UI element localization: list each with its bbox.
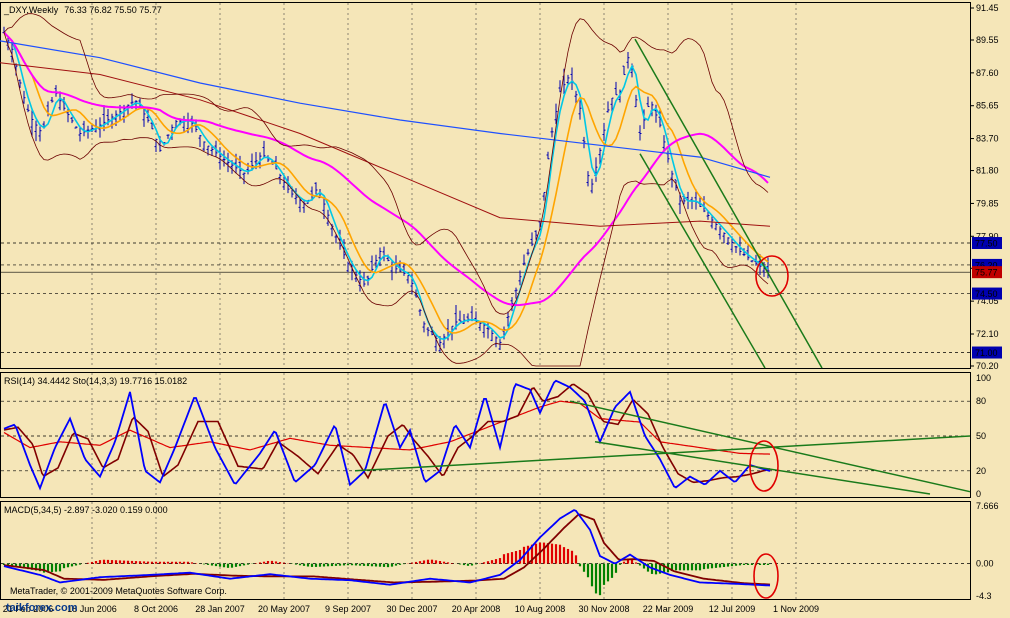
rsi-trendline-lower	[594, 441, 931, 495]
ma-red-line	[0, 62, 771, 227]
rsi-tick-label: 50	[976, 431, 986, 441]
date-label: 28 Jan 2007	[195, 604, 245, 614]
bollinger-lower	[3, 32, 769, 367]
price-tick-label: 87.60	[976, 68, 999, 78]
macd-tick-label: 0.00	[976, 559, 994, 569]
trendline-lower	[639, 153, 766, 369]
axes: 91.45 89.55 87.60 85.65 83.70 81.80 79.85 77.90…	[3, 3, 1002, 614]
macd-chart	[2, 509, 779, 599]
stochastic-line	[3, 379, 771, 491]
price-level-label: 77.50	[975, 239, 998, 249]
price-level-box	[972, 266, 1002, 279]
highlight-circle	[755, 255, 789, 297]
price-tick-label: 77.90	[976, 231, 999, 241]
ema-mid-line	[3, 31, 769, 334]
price-tick-label: 91.45	[976, 3, 999, 13]
price-level-label: 74.50	[975, 289, 998, 299]
price-level-label: 75.77	[975, 268, 998, 278]
ma-blue-line	[0, 40, 771, 178]
date-label: 21 Feb 2006	[3, 604, 54, 614]
date-label: 20 Apr 2008	[452, 604, 501, 614]
date-label: 1 Nov 2009	[773, 604, 819, 614]
price-panel	[0, 2, 971, 369]
price-level-box	[972, 346, 1002, 359]
date-label: 18 Jun 2006	[67, 604, 117, 614]
watermark-text: taikforex.com	[6, 602, 78, 614]
price-tick-label: 83.70	[976, 134, 999, 144]
copyright-text: MetaTrader, © 2001-2009 MetaQuotes Softw…	[10, 586, 227, 596]
rsi-tick-label: 80	[976, 396, 986, 406]
macd-signal-line	[3, 513, 771, 586]
rsi-trendline-rising	[354, 435, 971, 472]
rsi-tick-label: 20	[976, 466, 986, 476]
date-label: 12 Jul 2009	[709, 604, 756, 614]
rsi-tick-label: 100	[976, 373, 991, 383]
date-label: 22 Mar 2009	[643, 604, 694, 614]
price-level-label: 76.20	[975, 260, 998, 270]
macd-tick-label: 7.666	[976, 501, 999, 511]
date-label: 30 Dec 2007	[386, 604, 437, 614]
rsi-trendline-falling	[569, 400, 971, 493]
price-level-label: 71.00	[975, 348, 998, 358]
rsi-highlight-circle	[749, 440, 779, 492]
date-label: 9 Sep 2007	[325, 604, 371, 614]
date-label: 8 Oct 2006	[134, 604, 178, 614]
rsi-tick-label: 0	[976, 489, 981, 499]
price-tick-label: 81.80	[976, 166, 999, 176]
trendline-upper	[634, 38, 823, 369]
bollinger-upper	[3, 13, 769, 315]
macd-header: MACD(5,34,5) -2.897 -3.020 0.159 0.000	[4, 505, 168, 515]
price-tick-label: 79.85	[976, 198, 999, 208]
price-header: _DXY,Weekly 76.33 76.82 75.50 75.77	[3, 5, 162, 15]
price-tick-label: 89.55	[976, 35, 999, 45]
price-chart	[0, 13, 823, 369]
price-level-box	[972, 237, 1002, 250]
stochastic-signal-line	[3, 383, 771, 484]
date-label: 10 Aug 2008	[515, 604, 566, 614]
date-label: 20 May 2007	[258, 604, 310, 614]
ema-fast-line	[3, 31, 769, 341]
rsi-line	[3, 400, 771, 455]
price-tick-label: 74.05	[976, 296, 999, 306]
grid	[1, 3, 970, 599]
rsi-header: RSI(14) 34.4442 Sto(14,3,3) 19.7716 15.0…	[4, 376, 187, 386]
price-tick-label: 85.65	[976, 101, 999, 111]
macd-line	[3, 509, 771, 587]
macd-tick-label: -4.3	[976, 591, 992, 601]
macd-highlight-circle	[753, 553, 779, 599]
price-tick-label: 72.10	[976, 329, 999, 339]
rsi-chart	[3, 379, 971, 495]
ma-magenta-line	[3, 31, 769, 307]
price-tick-label: 70.20	[976, 361, 999, 371]
macd-panel	[0, 501, 971, 600]
price-level-box	[972, 287, 1002, 300]
date-label: 30 Nov 2008	[578, 604, 629, 614]
rsi-panel	[0, 372, 971, 498]
